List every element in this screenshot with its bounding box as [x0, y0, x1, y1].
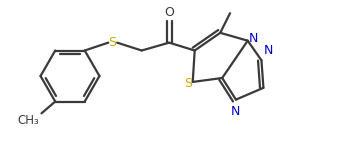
Text: S: S — [108, 36, 116, 49]
Text: CH₃: CH₃ — [18, 114, 40, 127]
Text: N: N — [249, 32, 258, 45]
Text: S: S — [184, 77, 192, 90]
Text: O: O — [164, 6, 174, 19]
Text: N: N — [263, 44, 273, 57]
Text: N: N — [231, 105, 241, 118]
